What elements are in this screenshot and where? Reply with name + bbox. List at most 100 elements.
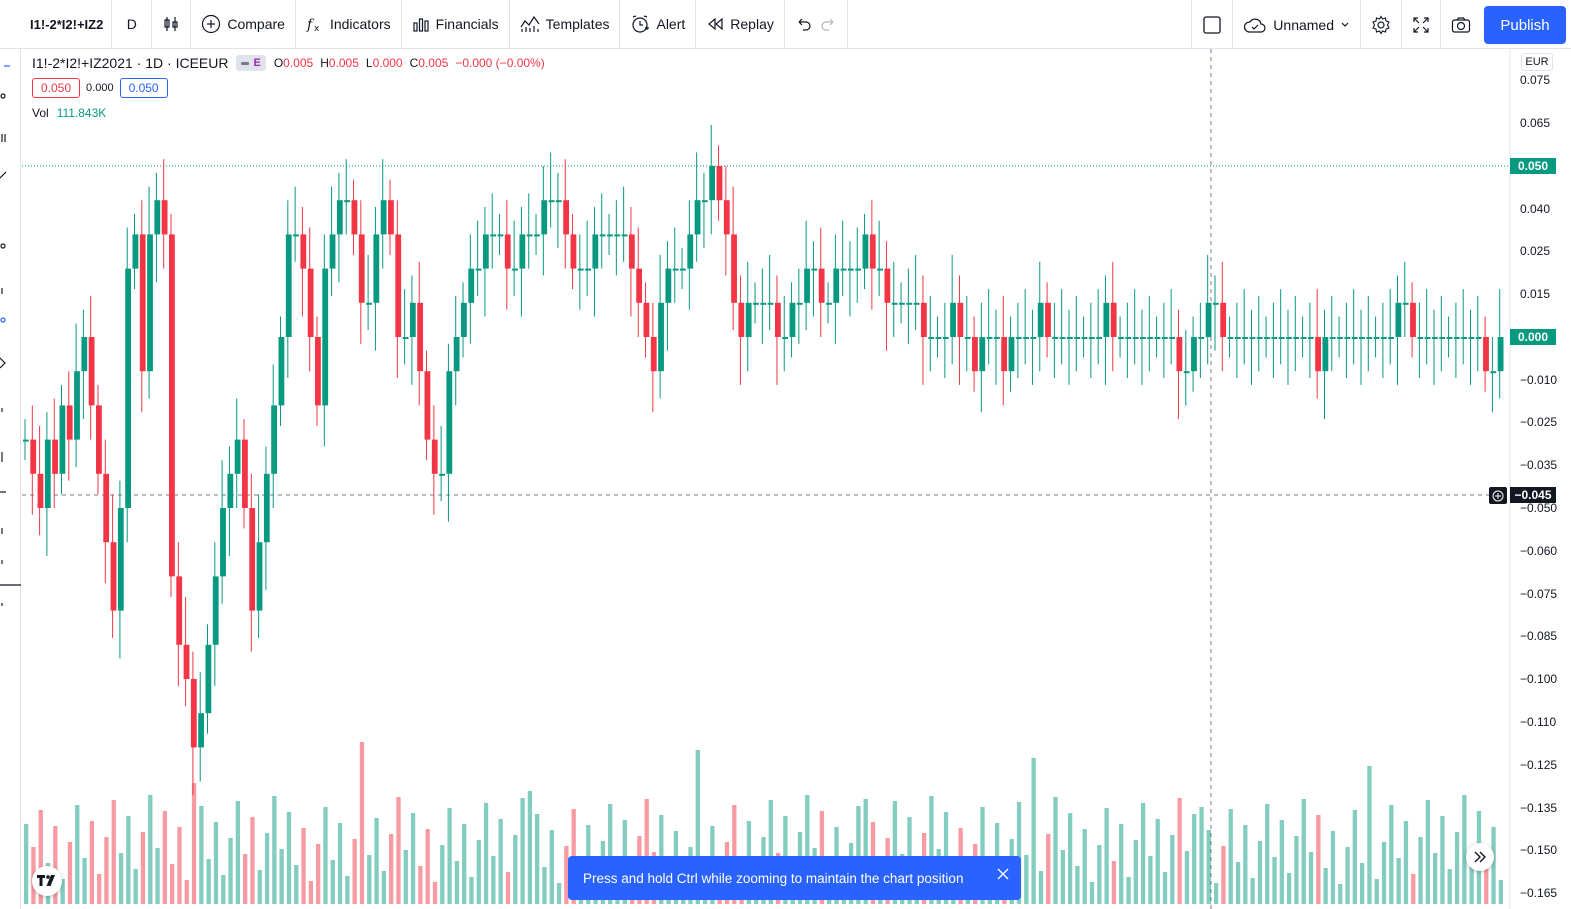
volume-bar [491, 856, 496, 904]
price-bar-body [183, 644, 190, 679]
screenshot-button[interactable] [1440, 0, 1481, 49]
volume-bar [1294, 836, 1299, 904]
chart-pane[interactable] [22, 49, 1571, 909]
price-axis-tick: −0.110 [1520, 715, 1557, 729]
volume-bar [1075, 866, 1080, 904]
price-bar-body [1176, 337, 1183, 372]
svg-text:x: x [314, 24, 320, 33]
volume-bar [542, 867, 547, 904]
compare-label: Compare [227, 16, 285, 32]
tradingview-logo-icon[interactable] [32, 866, 62, 896]
price-bar-body [585, 268, 591, 271]
price-bar-body [942, 337, 949, 339]
price-bar-body [439, 473, 445, 476]
price-bar-body [504, 234, 511, 269]
price-bar-body [701, 200, 708, 203]
price-bar-body [358, 234, 365, 303]
fullscreen-button[interactable] [1401, 0, 1440, 49]
interval-button[interactable]: D [112, 0, 153, 48]
templates-button[interactable]: Templates [510, 0, 621, 48]
low-value: 0.000 [372, 56, 403, 70]
price-axis-tick: 0.015 [1520, 287, 1551, 301]
price-bar-body [1483, 337, 1489, 372]
price-bar-body [1285, 337, 1292, 339]
price-bar-body [774, 302, 781, 337]
compare-button[interactable]: Compare [191, 0, 296, 48]
add-alert-plus-icon[interactable] [1489, 487, 1507, 504]
price-bar-body [1461, 337, 1467, 339]
volume-bar [389, 834, 394, 904]
price-bar-body [1424, 337, 1431, 339]
volume-bar [462, 824, 467, 904]
volume-bar [1140, 803, 1146, 904]
volume-legend[interactable]: Vol 111.843K [32, 106, 545, 120]
volume-bar [805, 795, 810, 904]
price-bar-body [1147, 337, 1154, 339]
volume-bar [564, 846, 569, 904]
price-bar-body [563, 200, 570, 235]
price-bar-body [161, 200, 168, 235]
sell-button[interactable]: 0.050 [32, 78, 81, 98]
price-bar-body [139, 234, 146, 372]
alert-button[interactable]: Alert [620, 0, 697, 48]
volume-bar [1133, 840, 1138, 904]
volume-bar [199, 806, 204, 904]
volume-bar [892, 801, 898, 904]
price-bar-body [804, 268, 810, 303]
volume-bar [1097, 845, 1102, 904]
undo-icon[interactable] [795, 15, 813, 33]
price-axis-tick: 0.075 [1520, 73, 1551, 87]
drawing-tools-icons[interactable] [0, 0, 21, 909]
volume-bar [1104, 808, 1109, 904]
price-bar-body [877, 268, 883, 271]
symbol-description[interactable]: I1!-2*I2!+IZ2021 · 1D · ICEEUR [32, 55, 229, 71]
alarm-clock-icon [632, 15, 650, 33]
volume-bar [1082, 829, 1087, 904]
settings-button[interactable] [1360, 0, 1401, 49]
financials-label: Financials [435, 16, 499, 32]
buy-button[interactable]: 0.050 [119, 78, 168, 98]
price-bar-body [745, 302, 752, 337]
price-bar-body [1066, 337, 1073, 339]
replay-button[interactable]: Replay [696, 0, 785, 48]
volume-bar [1367, 766, 1372, 904]
volume-bar [118, 853, 124, 904]
scroll-to-realtime-button[interactable] [1466, 843, 1494, 871]
volume-bar [432, 882, 438, 904]
price-bar-body [307, 268, 314, 337]
volume-bar [1089, 882, 1095, 904]
save-layout-button[interactable]: Unnamed [1232, 0, 1360, 49]
volume-bar [221, 875, 226, 904]
chart-type-button[interactable] [152, 0, 192, 48]
price-bar-body [957, 302, 964, 337]
price-bar-body [475, 268, 482, 271]
redo-icon[interactable] [819, 15, 837, 33]
exchange-badge[interactable]: E [236, 55, 266, 71]
price-chart-svg[interactable] [22, 49, 1571, 909]
price-bar-body [1278, 337, 1285, 339]
price-bar-body [205, 644, 212, 714]
symbol-search-button[interactable]: I1!-2*I2!+IZ2 [0, 0, 113, 48]
publish-button[interactable]: Publish [1484, 6, 1566, 44]
price-bar-body [1030, 337, 1037, 339]
price-bar-body [570, 234, 577, 269]
volume-bar [483, 803, 489, 904]
volume-bar [1374, 879, 1379, 904]
price-bar-body [81, 337, 88, 372]
financials-button[interactable]: Financials [402, 0, 510, 48]
price-bar-body [1373, 337, 1380, 339]
volume-bar [1257, 841, 1263, 904]
price-bar-body [592, 234, 599, 269]
price-bar-body [234, 439, 241, 474]
layout-select-button[interactable] [1191, 0, 1232, 49]
volume-bar [505, 872, 511, 904]
volume-bar [520, 798, 525, 904]
left-drawing-toolbar[interactable]: 5 [0, 0, 21, 909]
close-icon[interactable] [995, 866, 1011, 882]
currency-label[interactable]: EUR [1521, 53, 1553, 71]
svg-text:f: f [306, 17, 315, 33]
price-bar-body [1169, 337, 1175, 339]
